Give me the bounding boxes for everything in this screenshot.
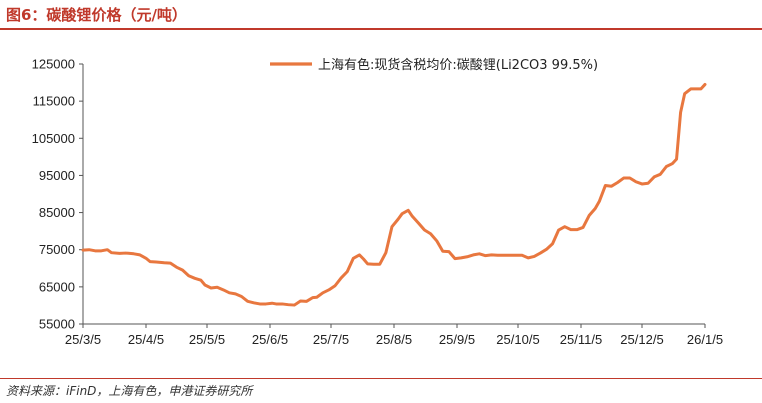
chart-title: 图6：碳酸锂价格（元/吨） <box>6 6 187 24</box>
x-tick-label: 25/10/5 <box>496 332 539 347</box>
x-tick-label: 25/11/5 <box>560 332 602 347</box>
y-tick-label: 55000 <box>39 317 75 332</box>
legend: 上海有色:现货含税均价:碳酸锂(Li2CO3 99.5%) <box>270 57 598 73</box>
series-layer <box>81 82 707 307</box>
x-tick-label: 25/6/5 <box>252 332 288 347</box>
y-tick-label: 85000 <box>39 205 75 220</box>
x-tick-label: 25/7/5 <box>313 332 349 347</box>
y-tick-label: 95000 <box>39 168 75 183</box>
title-divider <box>0 28 762 30</box>
x-axis: 25/3/5 25/4/5 25/5/5 25/6/5 25/7/5 25/8/5 25/9… <box>65 323 723 347</box>
x-tick-label: 25/8/5 <box>376 332 412 347</box>
legend-label: 上海有色:现货含税均价:碳酸锂(Li2CO3 99.5%) <box>318 57 598 73</box>
source-note: 资料来源：iFinD，上海有色，申港证券研究所 <box>6 384 253 398</box>
x-tick-label: 25/9/5 <box>439 332 475 347</box>
series-line-0 <box>81 82 707 307</box>
x-tick-label: 25/4/5 <box>128 332 164 347</box>
y-tick-label: 75000 <box>39 242 75 257</box>
y-tick-label: 125000 <box>32 57 75 72</box>
footer-divider <box>0 378 762 379</box>
y-tick-label: 65000 <box>39 279 75 294</box>
x-tick-label: 25/5/5 <box>189 332 225 347</box>
x-tick-label: 25/12/5 <box>620 332 663 347</box>
y-tick-label: 115000 <box>33 94 75 109</box>
y-axis: 55000 65000 75000 85000 95000 105000 115000 125… <box>32 57 84 332</box>
x-tick-label: 26/1/5 <box>687 332 723 347</box>
x-tick-label: 25/3/5 <box>65 332 101 347</box>
y-tick-label: 105000 <box>32 131 75 146</box>
line-chart: 55000 65000 75000 85000 95000 105000 115000 125… <box>32 57 723 348</box>
